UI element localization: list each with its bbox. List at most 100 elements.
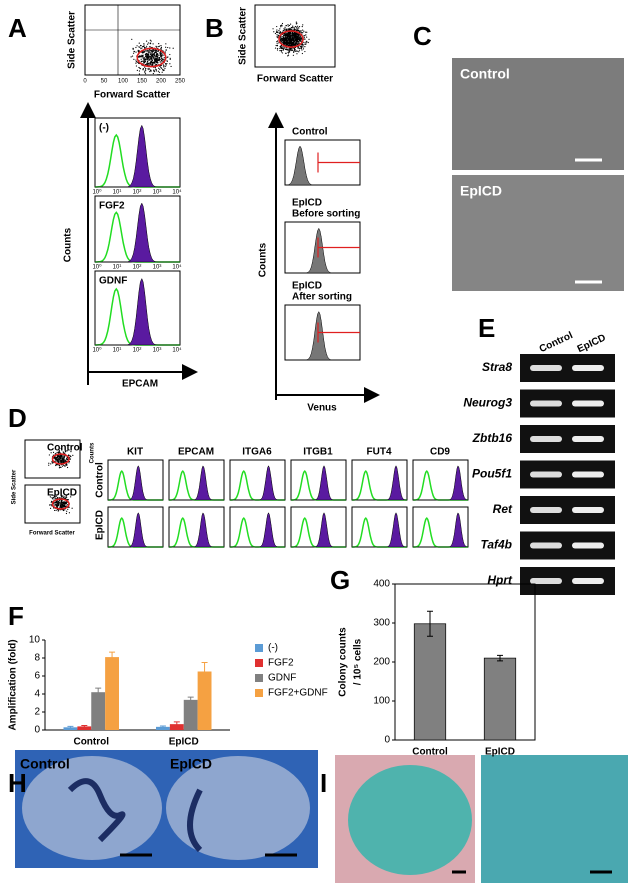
stained-trace xyxy=(95,124,180,188)
tubule xyxy=(348,765,472,875)
event-dot xyxy=(291,35,293,37)
event-dot xyxy=(64,459,66,461)
event-dot xyxy=(287,52,290,54)
event-dot xyxy=(62,502,64,505)
event-dot xyxy=(278,29,280,32)
event-dot xyxy=(281,22,284,25)
stained-trace xyxy=(352,512,407,548)
legend-swatch xyxy=(255,689,263,697)
event-dot xyxy=(302,46,304,48)
y-tick-label: 100 xyxy=(373,696,390,707)
event-dot xyxy=(276,29,278,31)
panel-label: B xyxy=(205,13,224,43)
event-dot xyxy=(160,47,162,49)
event-dot xyxy=(289,27,291,29)
event-dot xyxy=(302,31,304,34)
event-dot xyxy=(306,31,308,33)
event-dot xyxy=(280,49,283,52)
event-dot xyxy=(158,45,160,47)
event-dot xyxy=(59,506,61,508)
event-dot xyxy=(72,454,74,456)
axis-label: Side Scatter xyxy=(12,469,18,504)
event-dot xyxy=(170,65,172,68)
legend-swatch xyxy=(255,644,263,652)
event-dot xyxy=(136,61,139,63)
x-tick-label: 10³ xyxy=(153,190,162,196)
event-dot xyxy=(63,502,66,505)
event-dot xyxy=(285,43,287,45)
event-dot xyxy=(148,52,150,54)
error-bar xyxy=(109,651,116,663)
y-tick-label: 6 xyxy=(34,671,40,682)
bar xyxy=(197,671,212,730)
event-dot xyxy=(69,454,71,457)
x-tick-label: 10³ xyxy=(153,348,162,354)
event-dot xyxy=(151,50,153,52)
event-dot xyxy=(144,60,147,63)
event-dot xyxy=(157,73,159,76)
event-dot xyxy=(295,32,297,34)
event-dot xyxy=(153,57,155,59)
event-dot xyxy=(154,59,157,61)
x-tick-label: 10¹ xyxy=(113,190,122,196)
event-dot xyxy=(276,41,278,43)
event-dot xyxy=(288,35,290,37)
event-dot xyxy=(163,69,165,71)
event-dot xyxy=(295,36,298,39)
event-dot xyxy=(162,54,164,56)
event-dot xyxy=(62,459,64,461)
event-dot xyxy=(142,57,144,59)
event-dot xyxy=(294,32,296,34)
event-dot xyxy=(55,503,57,506)
event-dot xyxy=(292,37,294,39)
event-dot xyxy=(169,58,171,60)
event-dot xyxy=(295,41,298,43)
event-dot xyxy=(144,66,146,68)
event-dot xyxy=(282,40,284,42)
event-dot xyxy=(306,36,308,38)
event-dot xyxy=(60,501,62,503)
event-dot xyxy=(300,44,302,46)
event-dot xyxy=(286,39,288,41)
event-dot xyxy=(145,69,147,71)
event-dot xyxy=(151,58,153,60)
event-dot xyxy=(289,37,291,39)
event-dot xyxy=(285,52,287,54)
stained-trace xyxy=(169,465,224,501)
x-tick-label: 50 xyxy=(101,79,108,85)
image-label: EpICD xyxy=(460,183,502,199)
event-dot xyxy=(283,38,285,41)
event-dot xyxy=(166,56,168,58)
event-dot xyxy=(143,61,146,64)
event-dot xyxy=(293,43,295,45)
event-dot xyxy=(155,61,157,63)
event-dot xyxy=(287,24,289,26)
event-dot xyxy=(295,21,297,23)
event-dot xyxy=(140,61,142,63)
event-dot xyxy=(160,58,162,60)
image-label: EpICD xyxy=(170,756,212,772)
event-dot xyxy=(301,46,303,48)
event-dot xyxy=(60,496,63,498)
histogram-box xyxy=(290,506,347,548)
event-dot xyxy=(284,38,286,40)
event-dot xyxy=(294,25,296,28)
event-dot xyxy=(157,57,159,59)
event-dot xyxy=(286,42,288,44)
event-dot xyxy=(160,61,162,63)
bar xyxy=(77,726,92,730)
gel-band xyxy=(572,365,604,371)
error-bar xyxy=(159,725,166,729)
panel-label: H xyxy=(8,768,27,798)
event-dot xyxy=(52,451,55,453)
event-dot xyxy=(296,32,298,35)
event-dot xyxy=(281,36,283,38)
x-tick-label: 200 xyxy=(156,79,167,85)
event-dot xyxy=(63,458,65,460)
event-dot xyxy=(300,47,302,49)
error-bar xyxy=(81,725,88,728)
event-dot xyxy=(163,57,165,59)
event-dot xyxy=(279,38,282,40)
gene-label: Taf4b xyxy=(480,538,512,552)
event-dot xyxy=(291,38,293,40)
